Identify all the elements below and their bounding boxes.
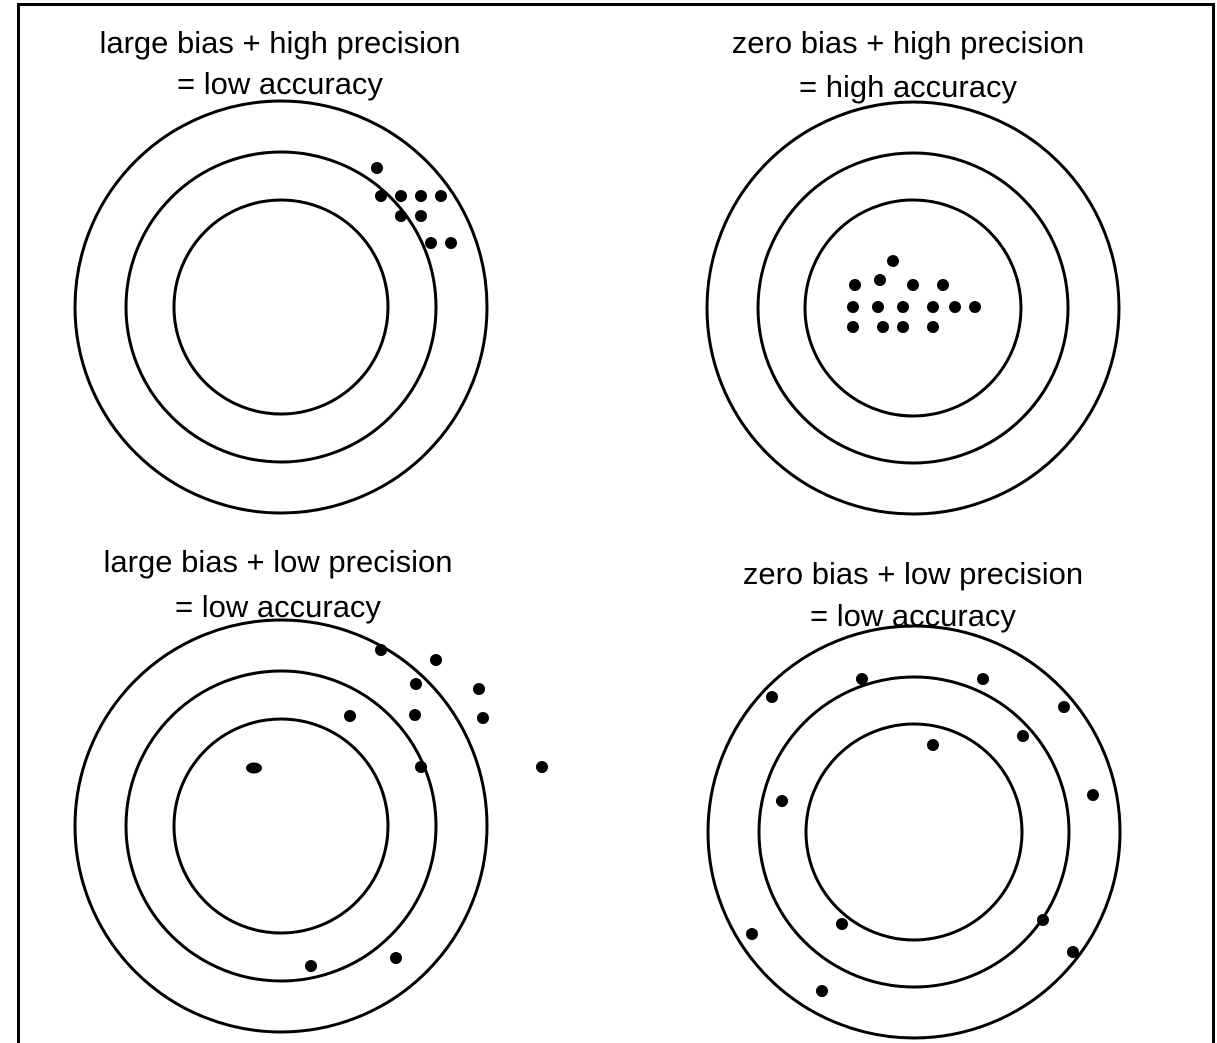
shot-mark [874,274,886,286]
shot-mark [1058,701,1070,713]
shot-mark [847,301,859,313]
shot-mark [390,952,402,964]
shot-mark [927,739,939,751]
shot-mark [375,190,387,202]
shot-mark [425,237,437,249]
target-middle-ring [124,150,438,464]
target [73,618,489,1034]
target-inner-ring [803,198,1023,418]
shot-mark [477,712,489,724]
target-inner-ring [804,722,1024,942]
shot-mark [816,985,828,997]
target-inner-ring [172,717,390,935]
panel-caption-line2: = high accuracy [799,69,1017,104]
shot-mark [1037,914,1049,926]
shot-mark [969,301,981,313]
panel-large-bias-high-precision: large bias + high precision = low accura… [73,25,489,515]
shot-mark [395,210,407,222]
shot-cluster [847,255,981,333]
panel-caption-line1: large bias + low precision [104,544,453,579]
shot-mark [887,255,899,267]
shot-mark [415,190,427,202]
shot-mark [949,301,961,313]
panel-caption-line1: large bias + high precision [99,25,460,60]
shot-mark [435,190,447,202]
shot-mark [927,321,939,333]
shot-mark [305,960,317,972]
shot-cluster [371,162,457,249]
figure-frame [17,3,1215,1043]
target-middle-ring [124,669,438,983]
shot-mark [897,321,909,333]
shot-mark [371,162,383,174]
shot-mark [977,673,989,685]
shot-mark [430,654,442,666]
panel-zero-bias-high-precision: zero bias + high precision = high accura… [705,25,1121,516]
shot-mark [1017,730,1029,742]
panel-caption-line2: = low accuracy [177,66,383,101]
shot-mark [897,301,909,313]
panel-caption-line1: zero bias + low precision [743,556,1083,591]
panel-large-bias-low-precision: large bias + low precision = low accurac… [73,544,548,1034]
shot-mark [847,321,859,333]
shot-mark [473,683,485,695]
shot-mark [877,321,889,333]
shot-mark [766,691,778,703]
shot-mark [872,301,884,313]
shot-mark [344,710,356,722]
panel-caption-line2: = low accuracy [810,598,1016,633]
target-middle-ring [756,151,1070,465]
shot-cluster [746,673,1099,997]
target-middle-ring [757,675,1071,989]
shot-mark [1087,789,1099,801]
shot-mark [445,237,457,249]
target [706,624,1122,1040]
target-outer-ring [706,624,1122,1040]
shot-mark [409,709,421,721]
shot-mark [246,762,262,774]
target-inner-ring [172,198,390,416]
shot-mark [776,795,788,807]
target-outer-ring [73,99,489,515]
target-outer-ring [705,100,1121,516]
shot-mark [836,918,848,930]
target-outer-ring [73,618,489,1034]
shot-mark [849,279,861,291]
panel-caption-line2: = low accuracy [175,589,381,624]
shot-mark [1067,946,1079,958]
shot-mark [746,928,758,940]
target [705,100,1121,516]
shot-mark [907,279,919,291]
shot-mark [536,761,548,773]
shot-mark [937,279,949,291]
shot-mark [856,673,868,685]
shot-mark [375,644,387,656]
panel-caption-line1: zero bias + high precision [732,25,1084,60]
shot-mark [395,190,407,202]
shot-mark [415,761,427,773]
shot-mark [410,678,422,690]
panel-zero-bias-low-precision: zero bias + low precision = low accuracy [706,556,1122,1040]
shot-cluster [246,644,548,972]
target [73,99,489,515]
shot-mark [927,301,939,313]
shot-mark [415,210,427,222]
